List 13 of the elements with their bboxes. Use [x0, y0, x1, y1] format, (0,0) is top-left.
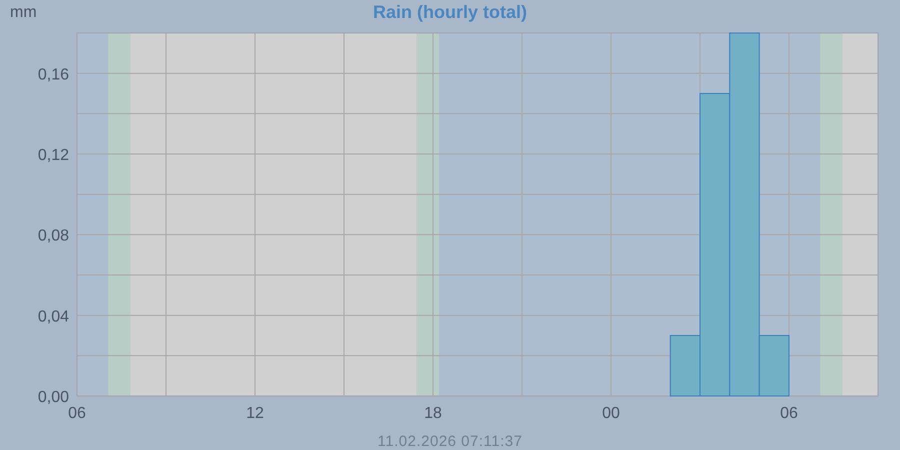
x-tick-label: 18 — [424, 405, 442, 422]
y-tick-label: 0,00 — [38, 389, 70, 406]
x-tick-label: 06 — [68, 405, 86, 422]
y-tick-label: 0,08 — [38, 228, 70, 245]
y-axis-title: mm — [10, 4, 37, 21]
y-tick-label: 0,16 — [38, 66, 70, 84]
y-tick-label: 0,12 — [38, 147, 70, 164]
x-tick-label: 06 — [780, 405, 798, 422]
x-tick-label: 12 — [246, 405, 264, 422]
y-tick-label: 0,04 — [38, 308, 70, 326]
x-tick-label: 00 — [602, 405, 620, 422]
chart-title: Rain (hourly total) — [373, 2, 527, 22]
text: 11.02.2026 07:11:37 — [378, 433, 522, 450]
